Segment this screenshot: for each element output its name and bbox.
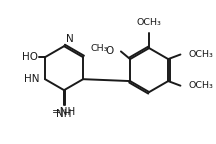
Text: OCH₃: OCH₃	[137, 18, 162, 27]
Text: CH₃: CH₃	[91, 44, 108, 53]
Text: O: O	[105, 47, 113, 56]
Text: OCH₃: OCH₃	[188, 81, 213, 90]
Text: N: N	[66, 34, 74, 44]
Text: =NH: =NH	[52, 107, 76, 117]
Text: NH: NH	[56, 109, 72, 119]
Text: HO: HO	[22, 52, 38, 62]
Text: HN: HN	[24, 74, 39, 84]
Text: OCH₃: OCH₃	[188, 50, 213, 59]
